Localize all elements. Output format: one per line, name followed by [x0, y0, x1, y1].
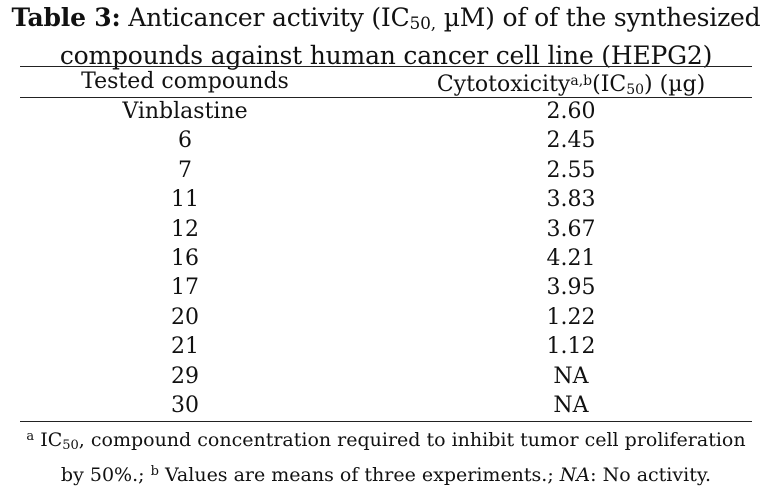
footnote-a-pre: IC [34, 429, 63, 451]
table-row: 30 NA [20, 391, 752, 420]
compound-cell: Vinblastine [122, 99, 248, 124]
table-label: Table 3: [11, 3, 121, 32]
value-cell: NA [553, 363, 589, 389]
caption-line-2: compounds against human cancer cell line… [59, 41, 713, 70]
footnote-a-post: , compound concentration required to inh… [78, 429, 746, 451]
footnote-line-2: by 50%.; b Values are means of three exp… [0, 459, 772, 488]
value-cell: 2.55 [546, 157, 596, 183]
header-cytotox-end: ) (µg) [644, 72, 706, 97]
caption-subscript: 50, [409, 14, 437, 34]
table-row: 7 2.55 [20, 156, 752, 185]
value-cell: 3.83 [546, 187, 596, 213]
header-rule [20, 97, 752, 98]
bottom-rule [20, 421, 752, 422]
footnote-line2-pre: by 50%.; [60, 464, 151, 486]
value-cell: NA [553, 392, 589, 418]
value-cell: 3.95 [546, 275, 596, 301]
value-cell: 1.22 [546, 304, 596, 330]
table-row: 16 4.21 [20, 244, 752, 273]
compound-cell: 30 [171, 392, 199, 418]
table-row: 12 3.67 [20, 215, 752, 244]
value-cell: 2.60 [546, 99, 596, 124]
header-cytotox-mid: (IC [592, 72, 627, 97]
compound-cell: 17 [171, 275, 199, 301]
value-cell: 2.45 [546, 128, 596, 154]
table-row: 21 1.12 [20, 332, 752, 361]
footnote-a-sub: 50 [62, 438, 79, 453]
top-rule [20, 66, 752, 67]
footnote-b-mark: b [150, 464, 159, 479]
value-cell: 3.67 [546, 216, 596, 242]
compound-cell: 29 [171, 363, 199, 389]
compound-cell: 7 [178, 157, 192, 183]
table-footnote: a IC50, compound concentration required … [0, 424, 772, 488]
footnote-line-1: a IC50, compound concentration required … [0, 424, 772, 459]
table-row: 29 NA [20, 362, 752, 391]
header-cytotox-sub: 50 [626, 82, 645, 98]
header-cytotox-text: Cytotoxicity [436, 72, 571, 97]
caption-text: Anticancer activity (IC [120, 3, 410, 32]
header-cytotox-sup: a,b [570, 73, 593, 89]
value-cell: 1.12 [546, 334, 596, 360]
compound-cell: 6 [178, 128, 192, 154]
compound-cell: 16 [171, 245, 199, 271]
footnote-b-text: Values are means of three experiments.; [158, 464, 560, 486]
table-row: 20 1.22 [20, 303, 752, 332]
footnote-na-label: NA [559, 464, 591, 486]
table-row: 11 3.83 [20, 185, 752, 214]
compound-cell: 21 [171, 334, 199, 360]
caption-text-end: µM) of of the synthesized [435, 3, 761, 32]
table-header: Tested compounds Cytotoxicitya,b(IC50) (… [20, 66, 752, 98]
footnote-na-text: : No activity. [590, 464, 712, 486]
footnote-a-mark: a [26, 429, 35, 444]
value-cell: 4.21 [546, 245, 596, 271]
table-row: 6 2.45 [20, 126, 752, 155]
table-row: 17 3.95 [20, 273, 752, 302]
table-row: Vinblastine 2.60 [20, 97, 752, 126]
compound-cell: 20 [171, 304, 199, 330]
header-cytotoxicity: Cytotoxicitya,b(IC50) (µg) [390, 66, 752, 106]
compound-cell: 11 [171, 187, 199, 213]
caption-line-1: Table 3: Anticancer activity (IC50, µM) … [0, 2, 772, 40]
compound-cell: 12 [171, 216, 199, 242]
table-caption: Table 3: Anticancer activity (IC50, µM) … [0, 2, 772, 72]
table-body: Vinblastine 2.60 6 2.45 7 2.55 11 3.83 12 3.6… [20, 97, 752, 420]
header-tested-compounds: Tested compounds [81, 69, 289, 94]
